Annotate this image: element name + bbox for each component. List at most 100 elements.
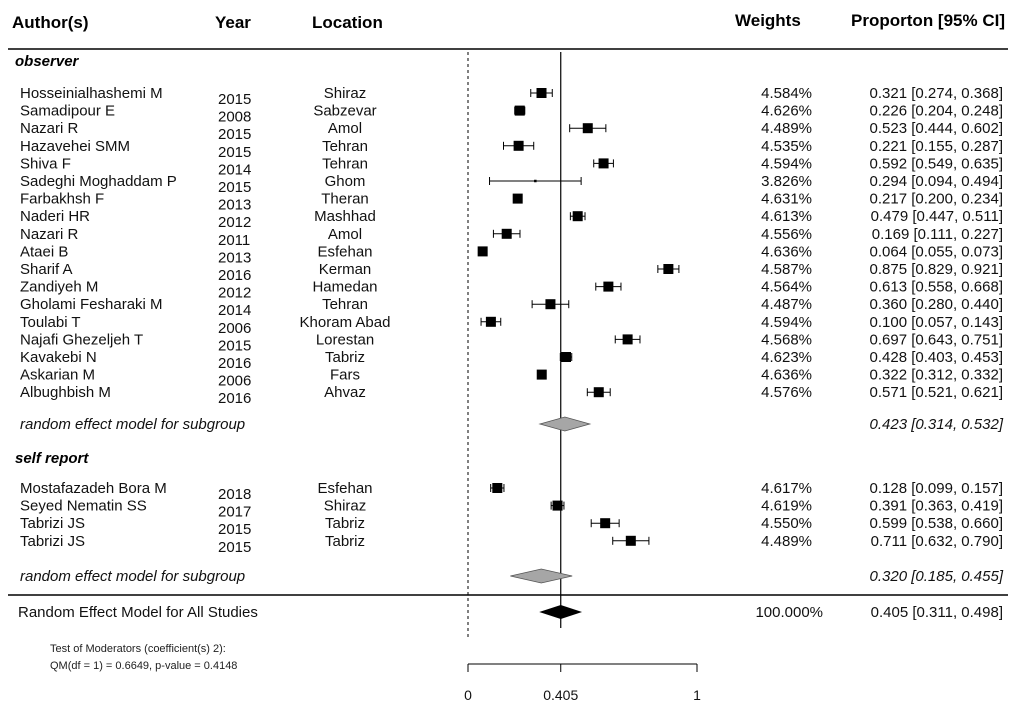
subgroup-summary-label: random effect model for subgroup — [20, 568, 245, 585]
study-author: Sharif A — [20, 261, 73, 278]
study-year: 2013 — [218, 249, 251, 266]
study-weight: 4.487% — [761, 296, 812, 313]
study-author: Nazari R — [20, 120, 79, 137]
study-weight: 4.626% — [761, 103, 812, 120]
study-proportion-ci: 0.221 [0.155, 0.287] — [870, 138, 1003, 155]
study-author: Askarian M — [20, 367, 95, 384]
study-proportion-ci: 0.226 [0.204, 0.248] — [870, 103, 1003, 120]
study-location: Sabzevar — [313, 103, 376, 120]
x-axis: 0 0.405 1 — [464, 663, 701, 703]
study-weight: 4.587% — [761, 261, 812, 278]
study-author: Albughbish M — [20, 384, 111, 401]
study-proportion-ci: 0.875 [0.829, 0.921] — [870, 261, 1003, 278]
study-point — [598, 158, 609, 169]
study-year: 2013 — [218, 197, 251, 214]
study-author: Tabrizi JS — [20, 515, 85, 532]
subgroup-summary-ci: 0.423 [0.314, 0.532] — [870, 416, 1004, 433]
header-year: Year — [215, 13, 251, 32]
study-weight: 4.623% — [761, 349, 812, 366]
reference-lines — [467, 52, 562, 640]
study-weight: 4.535% — [761, 138, 812, 155]
header-weights: Weights — [735, 11, 801, 30]
subgroup-summary-ci: 0.320 [0.185, 0.455] — [870, 568, 1004, 585]
study-point — [492, 483, 503, 493]
study-author: Hazavehei SMM — [20, 138, 130, 155]
header-author: Author(s) — [12, 13, 88, 32]
study-weight: 4.619% — [761, 498, 812, 515]
overall-row: Random Effect Model for All Studies 100.0… — [18, 604, 1003, 621]
study-weight: 4.584% — [761, 85, 812, 102]
study-author: Samadipour E — [20, 103, 115, 120]
study-proportion-ci: 0.711 [0.632, 0.790] — [871, 533, 1003, 550]
study-proportion-ci: 0.360 [0.280, 0.440] — [870, 296, 1003, 313]
study-point — [501, 228, 512, 239]
study-weight: 4.564% — [761, 279, 812, 296]
study-point — [477, 246, 488, 257]
study-author: Shiva F — [20, 155, 71, 172]
study-weight: 4.613% — [761, 208, 812, 225]
study-year: 2015 — [218, 539, 251, 556]
study-proportion-ci: 0.592 [0.549, 0.635] — [870, 155, 1003, 172]
study-point — [552, 500, 563, 511]
study-weight: 4.550% — [761, 515, 812, 532]
study-year: 2015 — [218, 337, 251, 354]
study-year: 2015 — [218, 521, 251, 538]
study-year: 2015 — [218, 179, 251, 196]
x-axis-tick-label: 0 — [464, 687, 472, 703]
overall-label: Random Effect Model for All Studies — [18, 604, 258, 621]
study-author: Toulabi T — [20, 314, 81, 331]
study-rows: observer Hosseinialhashemi M 2015 Shiraz 4.5… — [15, 53, 1004, 585]
study-weight: 4.631% — [761, 191, 812, 208]
study-proportion-ci: 0.128 [0.099, 0.157] — [870, 480, 1003, 497]
study-author: Farbakhsh F — [20, 191, 104, 208]
study-proportion-ci: 0.391 [0.363, 0.419] — [870, 498, 1003, 515]
study-author: Hosseinialhashemi M — [20, 85, 163, 102]
study-weight: 4.576% — [761, 384, 812, 401]
study-proportion-ci: 0.523 [0.444, 0.602] — [870, 120, 1003, 137]
moderator-test-line2: QM(df = 1) = 0.6649, p-value = 0.4148 — [50, 660, 237, 672]
subgroup-summary-label: random effect model for subgroup — [20, 416, 245, 433]
x-axis-tick-label: 0.405 — [543, 687, 578, 703]
study-point — [561, 352, 572, 362]
study-location: Amol — [328, 226, 362, 243]
study-location: Tabriz — [325, 349, 365, 366]
study-year: 2016 — [218, 390, 251, 407]
study-location: Shiraz — [324, 498, 367, 515]
study-author: Sadeghi Moghaddam P — [20, 173, 177, 190]
study-proportion-ci: 0.599 [0.538, 0.660] — [870, 515, 1003, 532]
study-location: Esfehan — [317, 480, 372, 497]
study-location: Amol — [328, 120, 362, 137]
study-location: Shiraz — [324, 85, 367, 102]
study-location: Tabriz — [325, 533, 365, 550]
study-year: 2011 — [218, 232, 250, 249]
study-location: Ghom — [325, 173, 366, 190]
study-year: 2015 — [218, 144, 251, 161]
x-axis-tick-label: 1 — [693, 687, 701, 703]
study-location: Hamedan — [312, 279, 377, 296]
study-year: 2017 — [218, 504, 251, 521]
study-year: 2015 — [218, 91, 251, 108]
study-weight: 4.556% — [761, 226, 812, 243]
subgroup-summary-diamond — [510, 568, 573, 584]
study-weight: 4.594% — [761, 314, 812, 331]
study-author: Zandiyeh M — [20, 279, 98, 296]
study-author: Kavakebi N — [20, 349, 97, 366]
study-point — [600, 518, 611, 529]
study-proportion-ci: 0.064 [0.055, 0.073] — [870, 243, 1003, 260]
header-location: Location — [312, 13, 383, 32]
study-location: Ahvaz — [324, 384, 366, 401]
study-year: 2006 — [218, 320, 251, 337]
study-location: Theran — [321, 191, 369, 208]
study-author: Nazari R — [20, 226, 79, 243]
study-location: Tehran — [322, 138, 368, 155]
study-proportion-ci: 0.217 [0.200, 0.234] — [870, 191, 1003, 208]
study-location: Tehran — [322, 155, 368, 172]
study-proportion-ci: 0.697 [0.643, 0.751] — [870, 331, 1003, 348]
study-weight: 4.489% — [761, 120, 812, 137]
study-location: Kerman — [319, 261, 372, 278]
study-point — [513, 140, 524, 151]
study-proportion-ci: 0.428 [0.403, 0.453] — [870, 349, 1003, 366]
study-point — [536, 88, 547, 98]
study-point — [545, 299, 556, 310]
overall-weight: 100.000% — [755, 604, 823, 621]
